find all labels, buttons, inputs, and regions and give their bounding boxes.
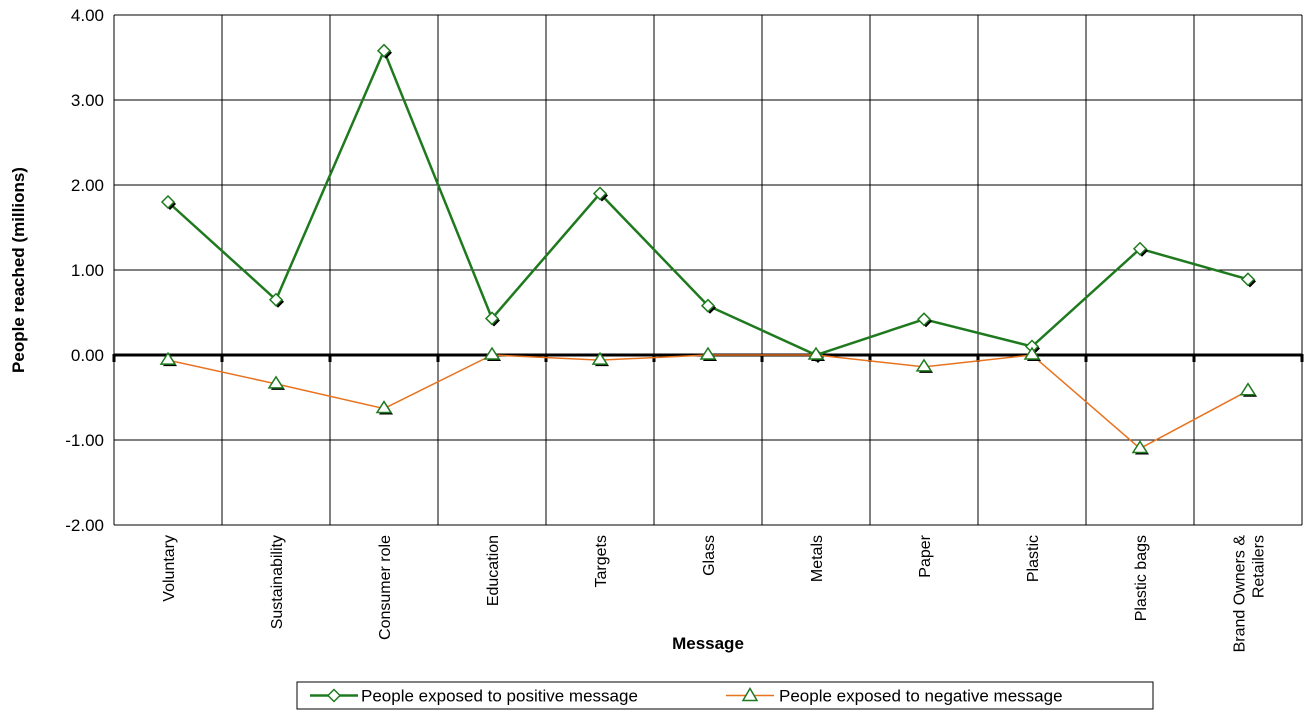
x-axis-ticks: Voluntary Sustainability Consumer role Educ… [161,534,1268,652]
data-point [916,312,932,327]
data-point [483,346,501,360]
x-tick-label-line: Paper [917,534,934,577]
data-point [376,43,392,58]
x-tick-label-line: Metals [809,535,826,582]
x-tick-label-line: Education [485,535,502,606]
data-point [268,292,284,307]
data-point [267,375,285,389]
x-tick-label: Metals [809,535,826,582]
x-tick-label-line: Glass [701,535,718,576]
x-axis-title: Message [672,634,744,653]
data-point [592,186,608,201]
data-point [375,400,393,414]
legend: People exposed to positive message People… [296,681,1154,710]
y-tick-label: 0.00 [71,346,104,365]
y-tick-label: -1.00 [65,431,104,450]
gridlines [112,14,1304,526]
legend-label: People exposed to negative message [779,687,1063,706]
y-tick-label: 3.00 [71,91,104,110]
series-1 [160,43,1256,363]
data-point [1132,241,1148,256]
y-axis-ticks: 4.00 3.00 2.00 1.00 0.00 -1.00 -2.00 [65,6,104,535]
data-point [159,351,177,365]
x-tick-label-line: Plastic [1025,535,1042,582]
y-tick-label: -2.00 [65,516,104,535]
x-tick-label-line: Brand Owners & [1232,535,1249,653]
x-tick-label: Targets [593,535,610,587]
data-point [807,346,825,360]
x-tick-label: Paper [917,534,934,577]
legend-label: People exposed to positive message [361,687,638,706]
series-layer [159,43,1257,455]
legend-marker [326,688,342,703]
data-point [1131,440,1149,454]
x-tick-label-line: Plastic bags [1133,535,1150,621]
x-tick-label: Plastic bags [1133,535,1150,621]
data-point [915,358,933,372]
legend-box [296,681,1154,710]
legend-item-negative: People exposed to negative message [726,687,1063,706]
legend-item-positive: People exposed to positive message [310,687,638,706]
data-point [591,351,609,365]
y-tick-label: 2.00 [71,176,104,195]
x-tick-label: Brand Owners & Retailers [1232,535,1268,653]
data-point [699,346,717,360]
y-tick-label: 4.00 [71,6,104,25]
x-tick-label-line: Consumer role [377,535,394,640]
data-point [1240,272,1256,287]
y-axis-title: People reached (millions) [9,167,28,373]
x-tick-label-line: Voluntary [161,535,178,602]
x-tick-label: Education [485,535,502,606]
data-point [1023,346,1041,360]
y-tick-label: 1.00 [71,261,104,280]
x-tick-label: Plastic [1025,535,1042,582]
x-tick-label: Voluntary [161,535,178,602]
legend-marker [741,687,759,702]
series-2 [159,346,1257,455]
data-point [160,194,176,210]
x-tick-label-line: Retailers [1251,535,1268,598]
x-tick-label: Glass [701,535,718,576]
x-tick-label: Sustainability [269,535,286,629]
data-point [700,298,716,313]
data-point [484,311,500,326]
data-point [1239,382,1257,396]
x-tick-label-line: Targets [593,535,610,587]
x-tick-label-line: Sustainability [269,535,286,629]
x-tick-label: Consumer role [377,535,394,640]
